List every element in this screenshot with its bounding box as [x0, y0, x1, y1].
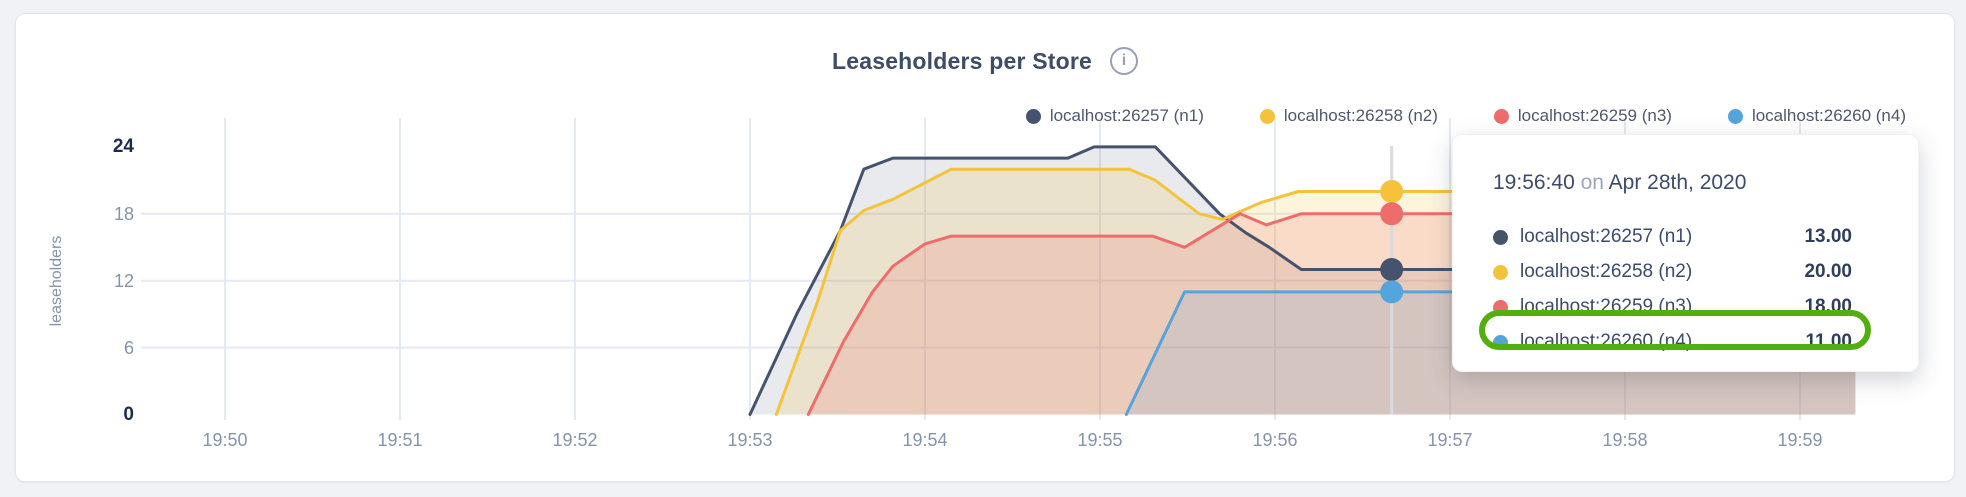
x-tick: 19:52 — [552, 430, 598, 450]
tooltip-series-name: localhost:26257 (n1) — [1520, 226, 1693, 247]
y-tick: 18 — [113, 203, 134, 224]
series-dot-icon — [1727, 108, 1743, 124]
tooltip-series-value: 20.00 — [1804, 261, 1852, 282]
series-dot-icon — [1259, 108, 1275, 124]
legend-item-n2[interactable]: localhost:26258 (n2) — [1259, 106, 1438, 126]
tooltip-series-name: localhost:26258 (n2) — [1520, 261, 1693, 282]
x-tick: 19:59 — [1777, 430, 1823, 450]
series-dot-icon — [1493, 229, 1508, 245]
x-tick: 19:50 — [202, 430, 248, 450]
series-dot-icon — [1493, 108, 1509, 124]
chart-card: Leaseholders per Store i localhost:26257… — [15, 13, 1955, 482]
legend-label: localhost:26260 (n4) — [1751, 106, 1906, 125]
legend-item-n3[interactable]: localhost:26259 (n3) — [1493, 106, 1672, 126]
legend: localhost:26257 (n1) localhost:26258 (n2… — [1025, 106, 1906, 126]
legend-label: localhost:26259 (n3) — [1517, 106, 1672, 125]
x-tick: 19:51 — [377, 430, 423, 450]
x-tick: 19:55 — [1077, 430, 1123, 450]
y-tick: 0 — [123, 403, 134, 425]
y-tick: 6 — [123, 337, 134, 358]
y-tick: 24 — [112, 135, 134, 157]
chart-title: Leaseholders per Store — [831, 47, 1093, 74]
highlight-annotation — [1479, 310, 1871, 350]
tooltip-connector: on — [1580, 171, 1604, 194]
tooltip-date: Apr 28th, 2020 — [1608, 171, 1747, 194]
tooltip-series-value: 13.00 — [1804, 226, 1852, 247]
x-tick: 19:53 — [727, 430, 773, 450]
legend-label: localhost:26258 (n2) — [1283, 106, 1438, 125]
legend-label: localhost:26257 (n1) — [1049, 106, 1204, 125]
series-dot-icon — [1493, 264, 1508, 280]
tooltip-time: 19:56:40 — [1493, 171, 1575, 194]
x-tick: 19:54 — [902, 430, 948, 450]
legend-item-n4[interactable]: localhost:26260 (n4) — [1727, 106, 1906, 126]
y-tick: 12 — [113, 270, 134, 291]
tooltip-timestamp: 19:56:40 on Apr 28th, 2020 — [1493, 169, 1746, 197]
tooltip-row-n1: localhost:26257 (n1) 13.00 — [1493, 224, 1852, 250]
info-icon[interactable]: i — [1110, 47, 1139, 75]
legend-item-n1[interactable]: localhost:26257 (n1) — [1025, 106, 1204, 126]
tooltip-row-n2: localhost:26258 (n2) 20.00 — [1493, 259, 1852, 285]
x-tick: 19:58 — [1602, 430, 1648, 450]
series-dot-icon — [1025, 108, 1041, 124]
y-axis-title: leaseholders — [48, 235, 65, 327]
x-tick: 19:57 — [1427, 430, 1473, 450]
chart-header: Leaseholders per Store i — [16, 47, 1954, 75]
x-tick: 19:56 — [1252, 430, 1298, 450]
